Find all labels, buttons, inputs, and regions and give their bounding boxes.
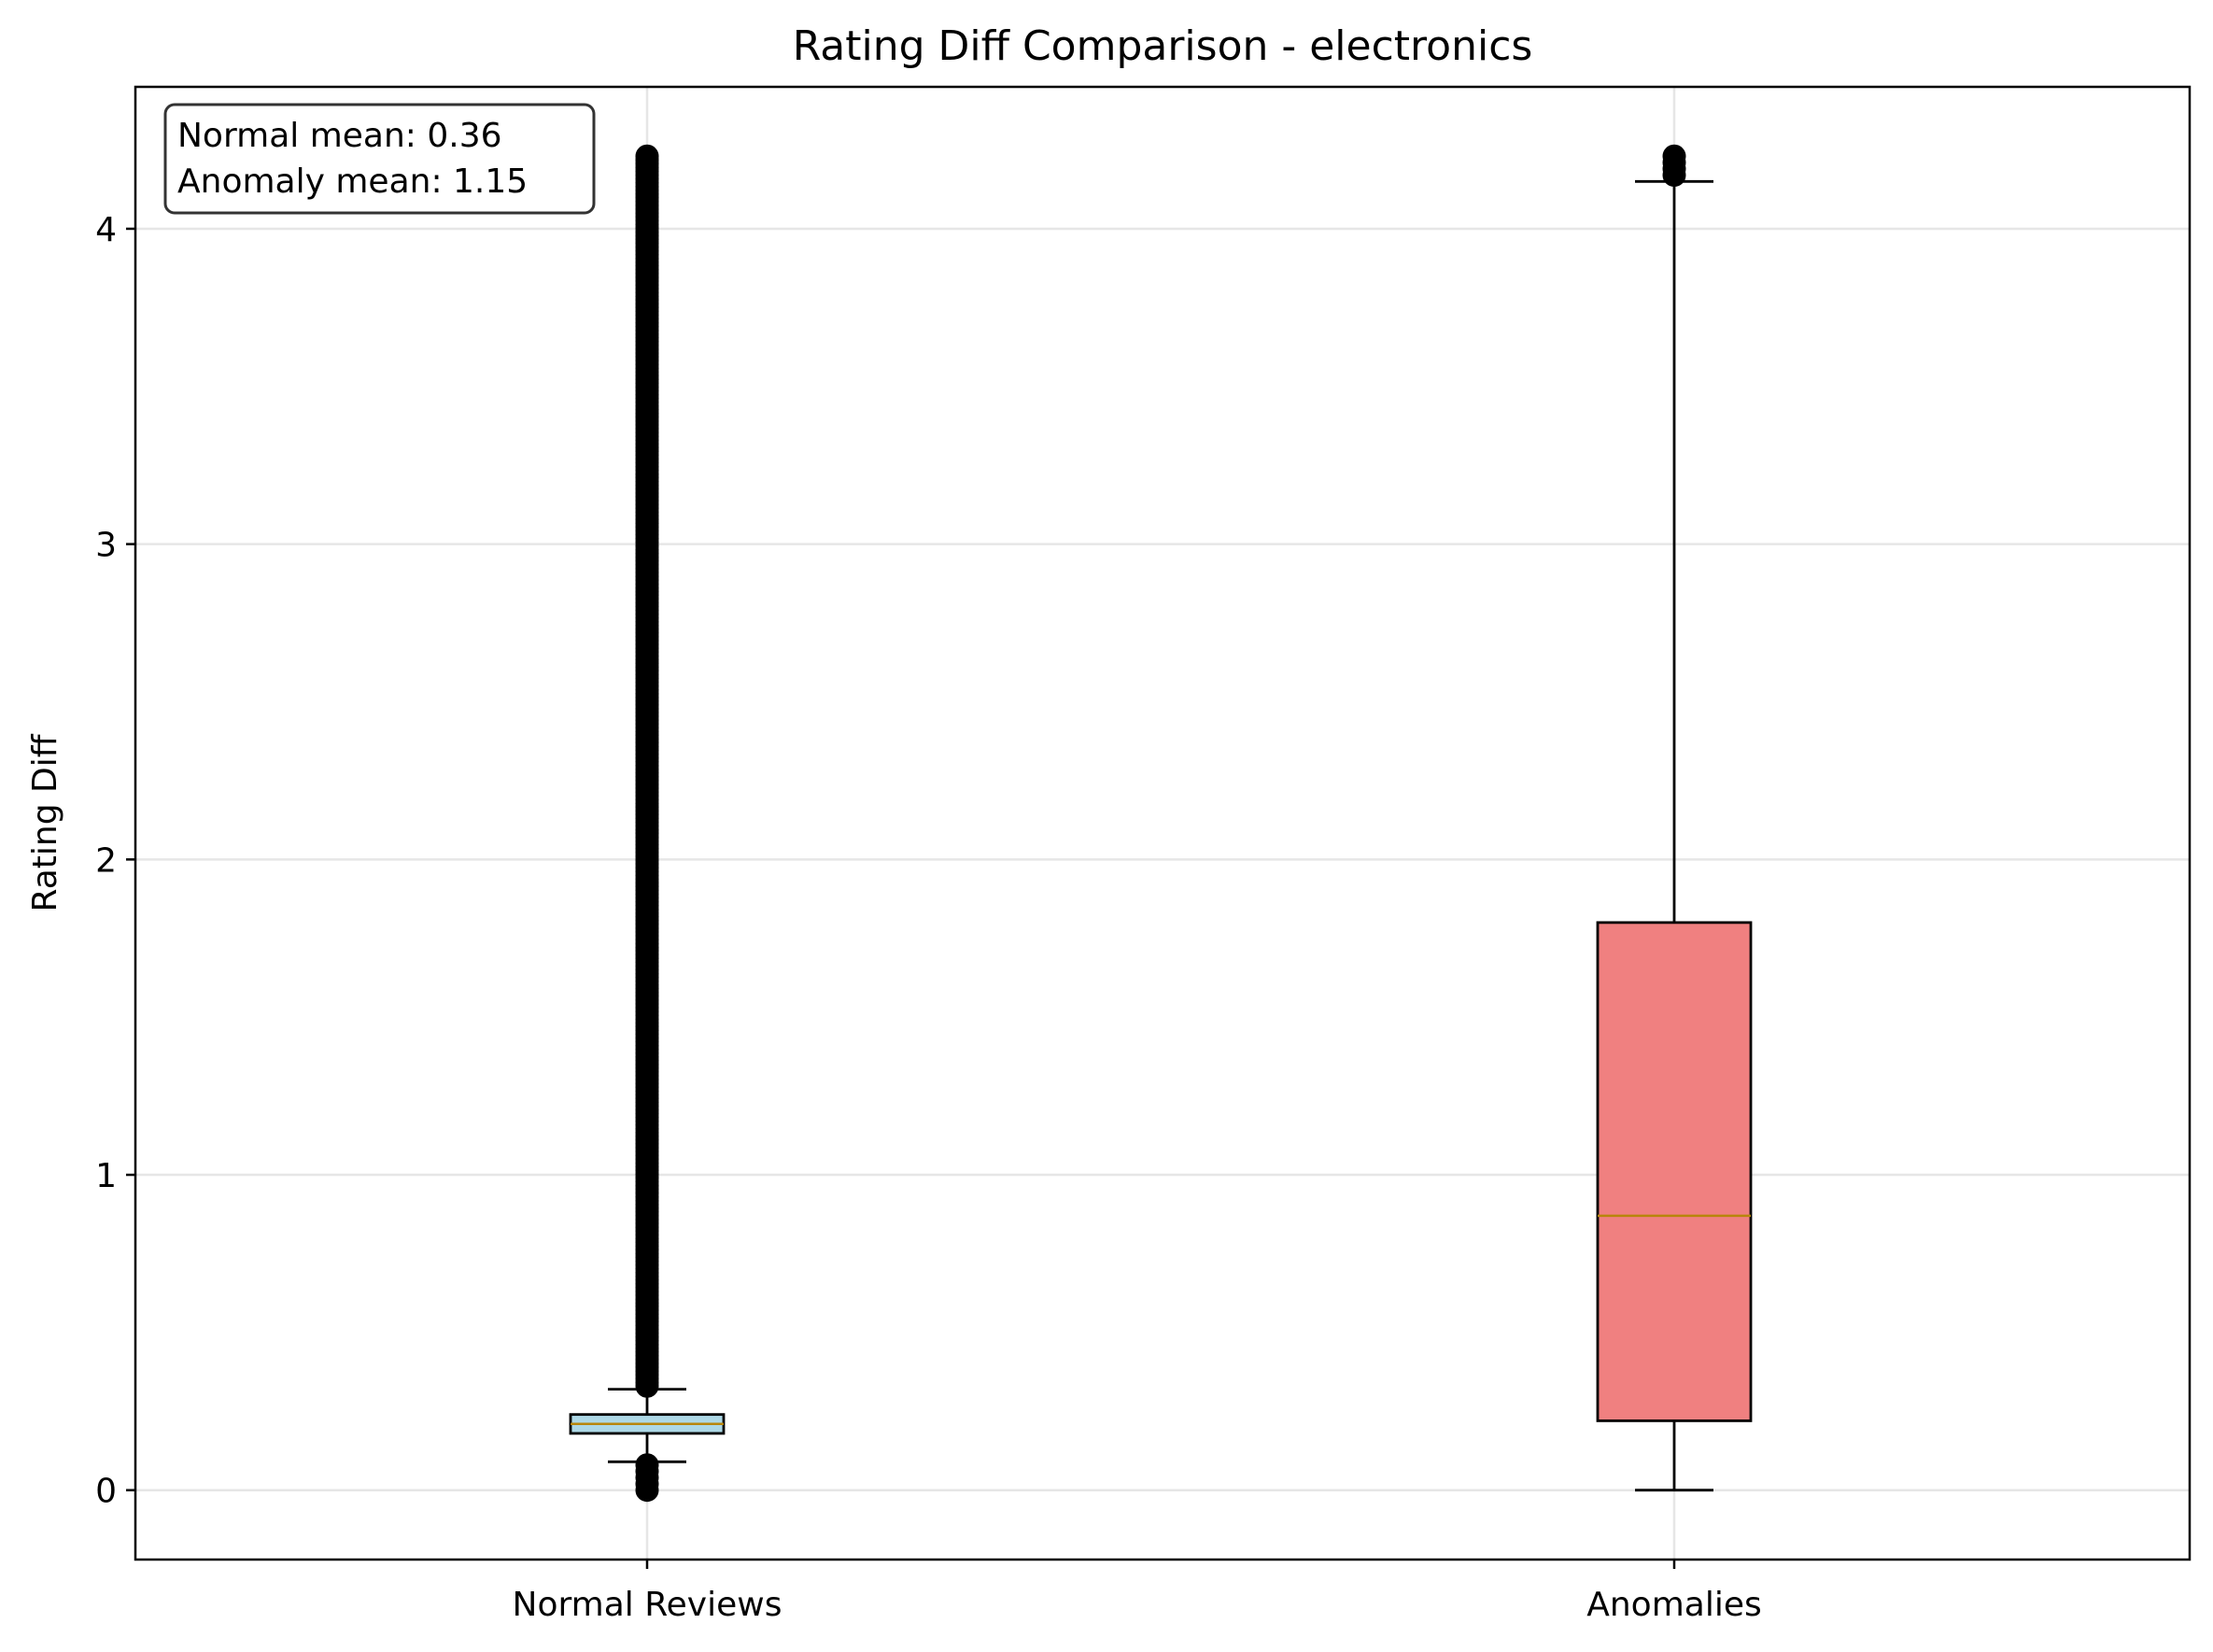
y-tick-label: 3 <box>95 527 117 565</box>
annotation-frame <box>163 103 596 215</box>
normal-mean-text: Normal mean: 0.36 <box>177 117 502 155</box>
outlier-point <box>635 144 659 168</box>
chart-title: Rating Diff Comparison - electronics <box>793 22 1533 70</box>
x-tick-label: Normal Reviews <box>513 1586 782 1624</box>
plot-frame <box>134 85 2192 1561</box>
outlier-point <box>635 1453 659 1477</box>
plot-area <box>569 144 1753 1503</box>
grid-lines <box>135 87 2190 1560</box>
axes: 0 1 2 3 4 Normal Reviews Anomalies <box>95 85 2192 1624</box>
y-axis-label: Rating Diff <box>26 733 64 911</box>
mean-annotation-box: Normal mean: 0.36 Anomaly mean: 1.15 <box>163 103 596 215</box>
box-group <box>569 144 726 1503</box>
outlier-point <box>1662 144 1686 168</box>
y-tick-label: 1 <box>95 1157 117 1195</box>
y-tick-label: 4 <box>95 211 117 249</box>
anomaly-mean-text: Anomaly mean: 1.15 <box>177 162 528 201</box>
box-group <box>1596 144 1753 1492</box>
y-tick-label: 2 <box>95 841 117 880</box>
y-tick-label: 0 <box>95 1473 117 1511</box>
iqr-box <box>1596 921 1753 1422</box>
x-tick-label: Anomalies <box>1586 1586 1762 1624</box>
